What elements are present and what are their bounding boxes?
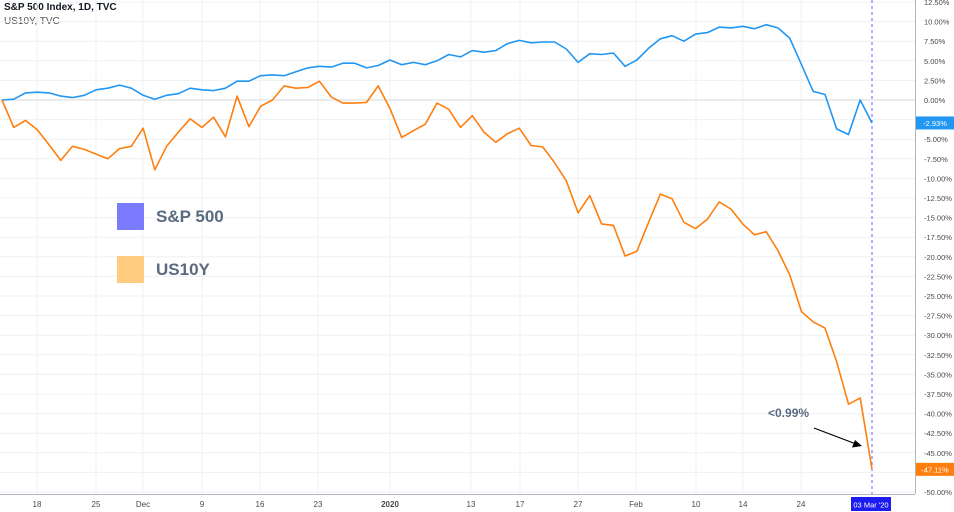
y-tick-label: -20.00% xyxy=(924,253,952,262)
legend-swatch-sp500 xyxy=(117,203,144,230)
y-tick-label: -32.50% xyxy=(924,351,952,360)
y-tick-label: -35.00% xyxy=(924,370,952,379)
last-value-badge-1 xyxy=(916,462,954,476)
x-tick-label: 17 xyxy=(516,500,525,509)
y-tick-label: -45.00% xyxy=(924,449,952,458)
legend: S&P 500 US10Y xyxy=(117,203,224,309)
x-tick-label: 10 xyxy=(692,500,701,509)
x-tick-label: 27 xyxy=(574,500,583,509)
x-tick-label: 18 xyxy=(33,500,42,509)
x-tick-label: 13 xyxy=(467,500,476,509)
last-value-label-1: -47.11% xyxy=(921,465,949,474)
x-tick-label: 16 xyxy=(256,500,265,509)
chart-title: S&P 500 Index, 1D, TVC xyxy=(4,2,117,13)
crosshair-date-label: 03 Mar '20 xyxy=(853,501,888,510)
series-line-1 xyxy=(1,80,873,470)
legend-item-us10y: US10Y xyxy=(117,256,224,283)
y-tick-label: 12.50% xyxy=(924,0,950,7)
x-tick-label: 24 xyxy=(797,500,806,509)
annotation-arrow-head xyxy=(852,440,862,448)
y-tick-label: -5.00% xyxy=(924,135,948,144)
x-tick-label: 14 xyxy=(739,500,748,509)
y-tick-label: -27.50% xyxy=(924,312,952,321)
y-tick-label: 2.50% xyxy=(924,76,946,85)
crosshair-date-badge xyxy=(851,497,891,511)
x-tick-label: 25 xyxy=(92,500,101,509)
x-tick-label: 23 xyxy=(314,500,323,509)
y-tick-label: -42.50% xyxy=(924,429,952,438)
y-tick-label: -37.50% xyxy=(924,390,952,399)
last-value-label-0: -2.93% xyxy=(923,119,947,128)
annotation-text: <0.99% xyxy=(768,406,810,420)
legend-swatch-us10y xyxy=(117,256,144,283)
y-tick-label: -7.50% xyxy=(924,155,948,164)
y-tick-label: -10.00% xyxy=(924,174,952,183)
annotation-arrow-line xyxy=(813,427,857,445)
y-tick-label: -15.00% xyxy=(924,214,952,223)
x-tick-label: Feb xyxy=(629,500,643,509)
legend-label-us10y: US10Y xyxy=(156,259,210,279)
legend-item-sp500: S&P 500 xyxy=(117,203,224,230)
legend-label-sp500: S&P 500 xyxy=(156,206,224,226)
series-line-0 xyxy=(1,23,873,136)
y-tick-label: -40.00% xyxy=(924,410,952,419)
y-tick-label: 10.00% xyxy=(924,18,950,27)
x-tick-label: Dec xyxy=(136,500,150,509)
y-tick-label: -25.00% xyxy=(924,292,952,301)
y-tick-label: 0.00% xyxy=(924,96,946,105)
y-tick-label: -22.50% xyxy=(924,272,952,281)
last-value-badge-0 xyxy=(916,116,954,130)
y-tick-label: 5.00% xyxy=(924,57,946,66)
y-tick-label: -17.50% xyxy=(924,233,952,242)
y-tick-label: 7.50% xyxy=(924,37,946,46)
y-tick-label: -12.50% xyxy=(924,194,952,203)
x-tick-label: 2020 xyxy=(381,500,399,509)
x-tick-label: 9 xyxy=(200,500,205,509)
y-tick-label: -50.00% xyxy=(924,488,952,497)
y-tick-label: -30.00% xyxy=(924,331,952,340)
